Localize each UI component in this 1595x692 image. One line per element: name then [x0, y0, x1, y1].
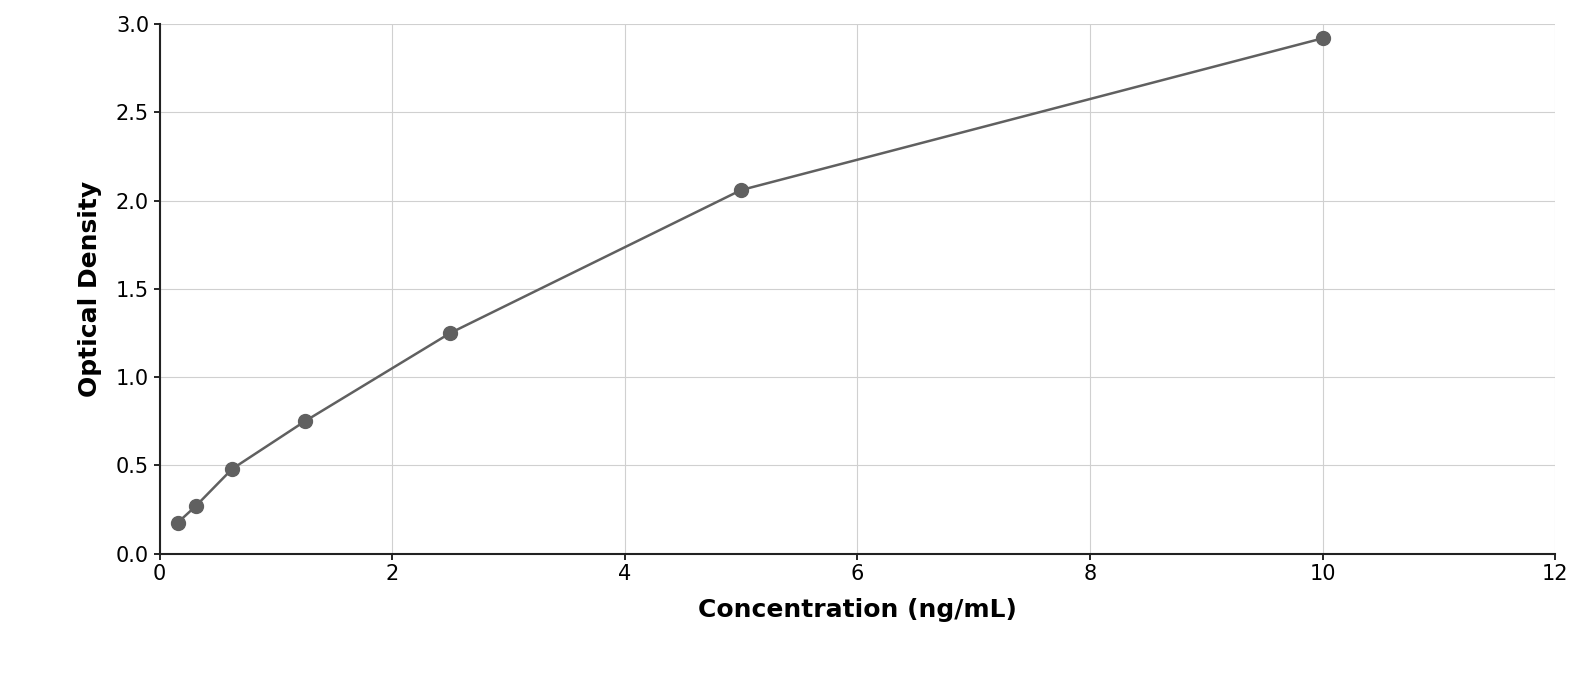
- Point: [437, 327, 463, 338]
- Point: [183, 500, 209, 511]
- Point: [164, 517, 190, 528]
- Y-axis label: Optical Density: Optical Density: [78, 181, 102, 397]
- Point: [1309, 33, 1335, 44]
- Point: [292, 416, 317, 427]
- Point: [729, 185, 754, 196]
- Point: [220, 464, 246, 475]
- X-axis label: Concentration (ng/mL): Concentration (ng/mL): [699, 598, 1016, 622]
